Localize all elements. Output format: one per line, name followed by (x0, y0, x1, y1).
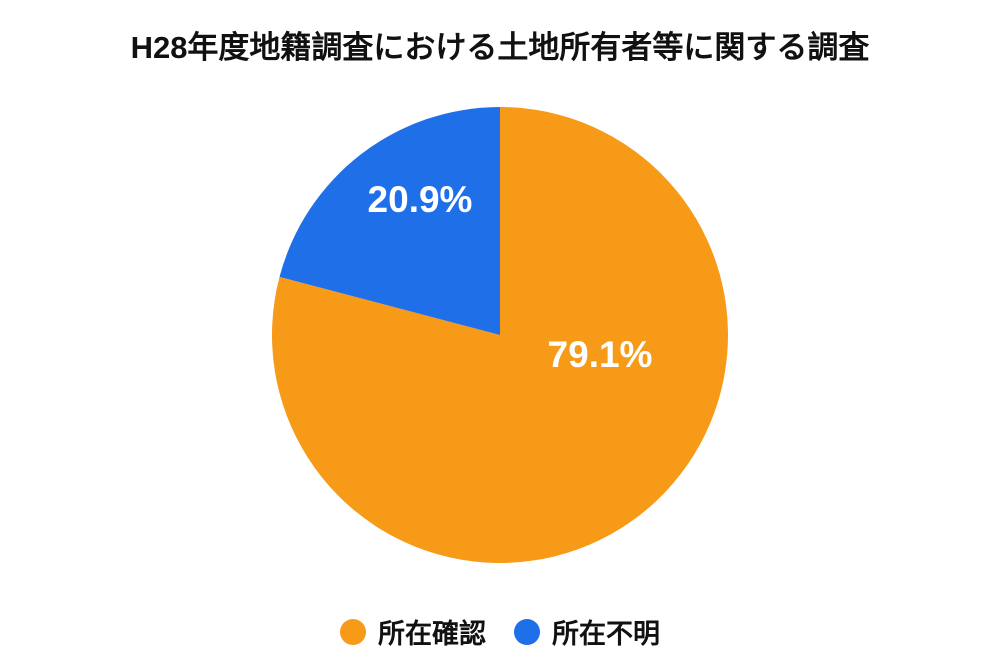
legend-item-confirmed: 所在確認 (340, 612, 486, 651)
slice-label-unknown: 20.9% (368, 179, 473, 221)
legend: 所在確認 所在不明 (0, 612, 1000, 651)
legend-label-confirmed: 所在確認 (378, 612, 486, 651)
legend-dot-confirmed (340, 619, 366, 645)
pie-chart (272, 107, 728, 563)
legend-item-unknown: 所在不明 (514, 612, 660, 651)
legend-dot-unknown (514, 619, 540, 645)
legend-label-unknown: 所在不明 (552, 612, 660, 651)
pie-svg (272, 107, 728, 563)
slice-label-confirmed: 79.1% (548, 334, 653, 376)
chart-title: H28年度地籍調査における土地所有者等に関する調査 (0, 22, 1000, 67)
